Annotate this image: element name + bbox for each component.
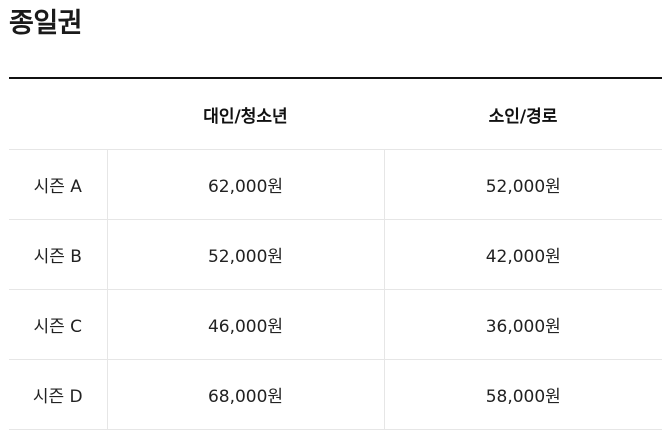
- header-season: [9, 78, 107, 150]
- table-header: 대인/청소년 소인/경로: [9, 78, 662, 150]
- adult-youth-price: 46,000원: [106, 289, 384, 360]
- table-row: 시즌 D 68,000원 58,000원: [9, 359, 662, 430]
- child-senior-price: 36,000원: [383, 289, 662, 360]
- season-label: 시즌 C: [9, 289, 107, 360]
- price-table: 대인/청소년 소인/경로 시즌 A 62,000원 52,000원 시즌 B 5…: [9, 77, 662, 430]
- page-title: 종일권: [9, 8, 83, 39]
- season-label: 시즌 A: [9, 149, 107, 220]
- season-label: 시즌 B: [9, 219, 107, 290]
- header-adult-youth: 대인/청소년: [107, 78, 384, 150]
- season-label: 시즌 D: [9, 359, 107, 430]
- table-row: 시즌 A 62,000원 52,000원: [9, 149, 662, 220]
- child-senior-price: 52,000원: [383, 149, 662, 220]
- table-row: 시즌 C 46,000원 36,000원: [9, 289, 662, 360]
- table-row: 시즌 B 52,000원 42,000원: [9, 219, 662, 290]
- adult-youth-price: 62,000원: [106, 149, 384, 220]
- adult-youth-price: 68,000원: [106, 359, 384, 430]
- table-body: 시즌 A 62,000원 52,000원 시즌 B 52,000원 42,000…: [9, 149, 662, 430]
- adult-youth-price: 52,000원: [106, 219, 384, 290]
- header-child-senior: 소인/경로: [384, 78, 662, 150]
- table-header-row: 대인/청소년 소인/경로: [9, 78, 662, 150]
- child-senior-price: 58,000원: [383, 359, 662, 430]
- child-senior-price: 42,000원: [383, 219, 662, 290]
